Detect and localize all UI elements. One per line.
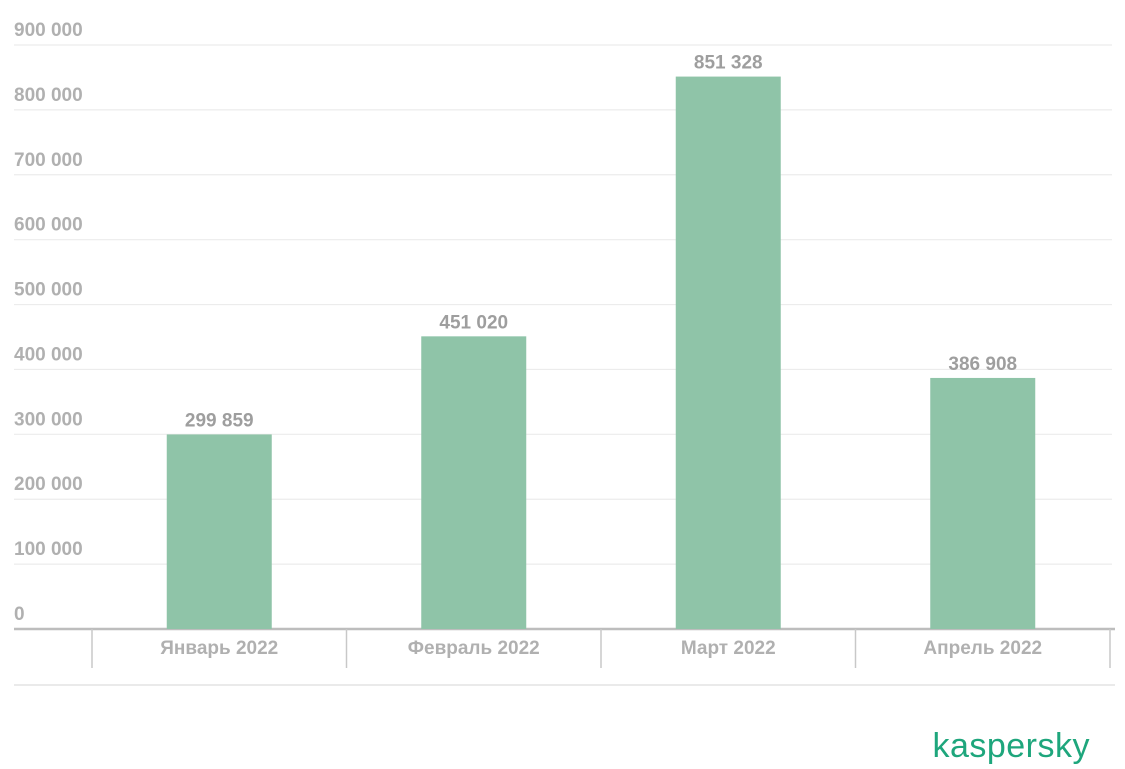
y-tick-label: 800 000 (14, 85, 83, 106)
y-tick-label: 700 000 (14, 150, 83, 171)
bar (930, 377, 1036, 629)
logo: kaspersky (932, 727, 1090, 765)
bar (675, 76, 781, 630)
value-label: 851 328 (694, 53, 763, 74)
y-tick-label: 600 000 (14, 215, 83, 236)
x-tick-label: Март 2022 (681, 638, 776, 659)
y-tick-label: 300 000 (14, 409, 83, 430)
x-tick-label: Февраль 2022 (408, 638, 540, 659)
y-tick-label: 500 000 (14, 280, 83, 301)
y-tick-label: 100 000 (14, 539, 83, 560)
value-label: 299 859 (185, 410, 254, 431)
bar (421, 336, 527, 629)
x-tick-label: Январь 2022 (160, 638, 278, 659)
y-tick-label: 900 000 (14, 20, 83, 41)
value-label: 386 908 (948, 354, 1017, 375)
value-label: 451 020 (439, 312, 508, 333)
x-tick-label: Апрель 2022 (923, 638, 1042, 659)
y-tick-label: 400 000 (14, 344, 83, 365)
y-tick-label: 200 000 (14, 474, 83, 495)
y-tick-label: 0 (14, 604, 25, 625)
bar (166, 434, 272, 629)
